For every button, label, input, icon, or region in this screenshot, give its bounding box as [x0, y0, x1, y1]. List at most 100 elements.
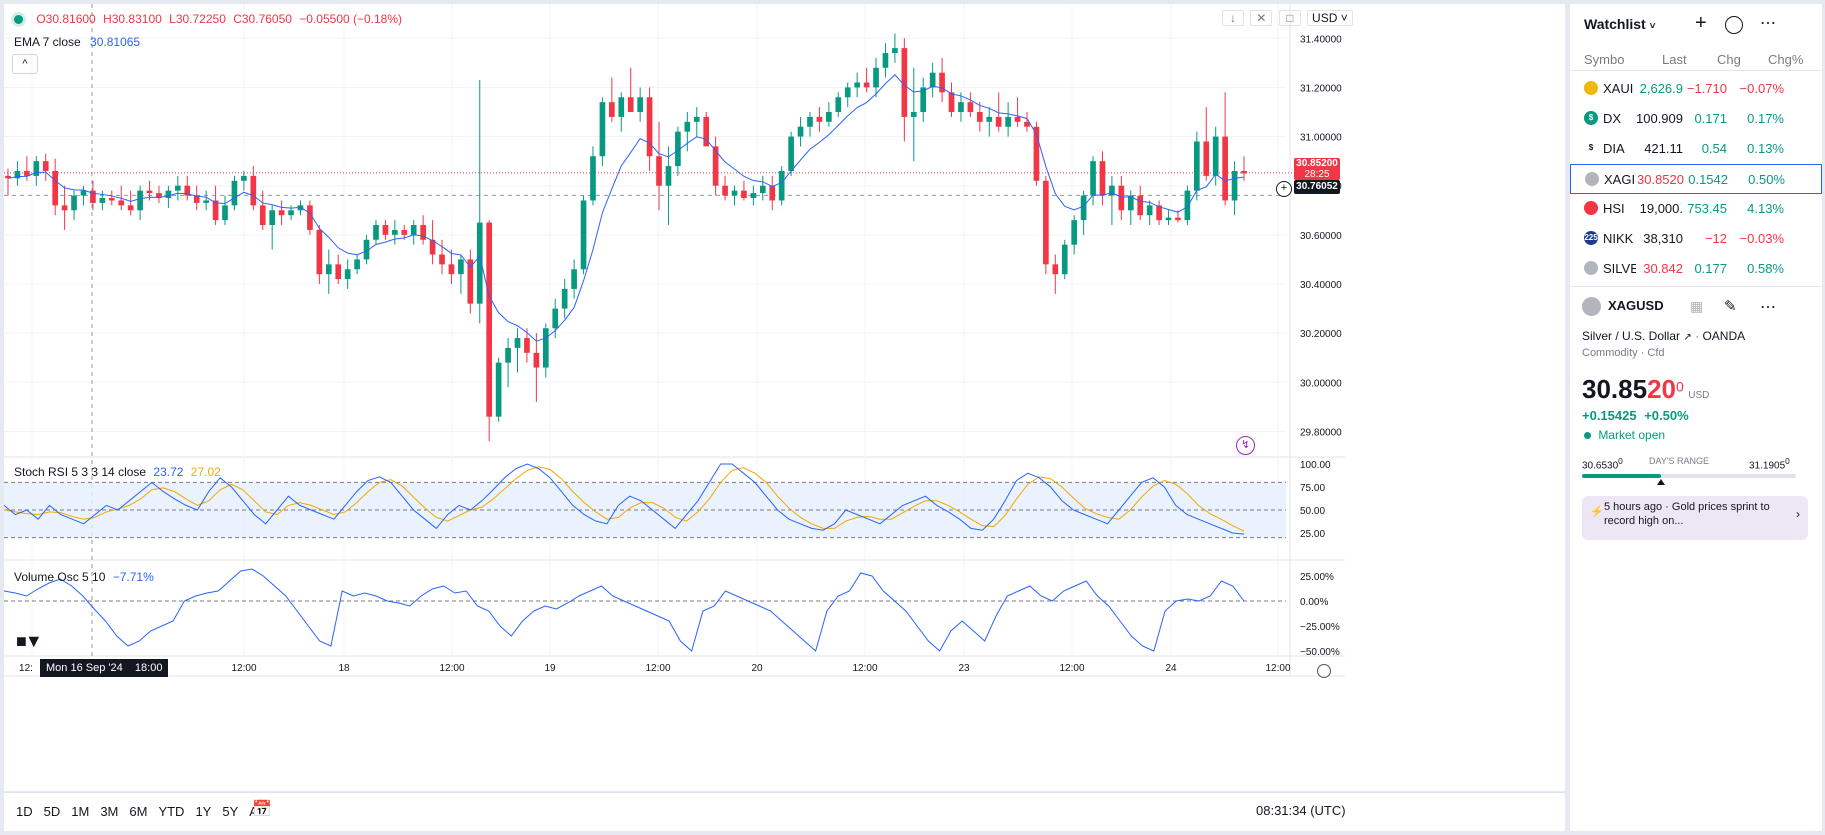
- price-tick-label: 31.00000: [1300, 133, 1342, 144]
- col-chgp[interactable]: Chg%: [1768, 52, 1804, 67]
- candle-body: [675, 131, 681, 167]
- tradingview-logo[interactable]: ■▼: [16, 631, 43, 651]
- legend-low: L30.72250: [169, 12, 226, 26]
- range-button-all[interactable]: All: [249, 804, 264, 819]
- price-tick-label: 31.40000: [1300, 34, 1342, 45]
- arrow-down-icon[interactable]: ↓: [1222, 10, 1244, 26]
- volume-osc-tick-label: 25.00%: [1300, 572, 1334, 583]
- candle-body: [259, 205, 266, 226]
- watchlist-row[interactable]: XAGI 30.8520 0.1542 0.50%: [1570, 164, 1822, 194]
- candle-body: [561, 288, 568, 309]
- watchlist-chgp: −0.07%: [1739, 81, 1784, 96]
- chart-canvas[interactable]: 31.4000031.2000031.0000030.8000030.60000…: [3, 4, 1565, 791]
- collapse-legend-button[interactable]: ^: [12, 54, 38, 74]
- watchlist-row[interactable]: XAUI 2,626.9 −1.710 −0.07%: [1570, 74, 1822, 104]
- lightning-icon[interactable]: ↯: [1236, 436, 1255, 455]
- candle-body: [910, 112, 917, 117]
- watchlist-row[interactable]: $ DIA 421.11 0.54 0.13%: [1570, 134, 1822, 164]
- candle-body: [1156, 205, 1162, 221]
- candle-body: [392, 229, 398, 235]
- candle-body: [741, 190, 747, 198]
- candle-body: [448, 264, 455, 275]
- candle-body: [99, 198, 106, 203]
- edit-icon[interactable]: ✎: [1724, 298, 1737, 315]
- range-button-5d[interactable]: 5D: [43, 804, 61, 819]
- details-desc[interactable]: Silver / U.S. Dollar: [1582, 329, 1681, 343]
- utc-clock[interactable]: 08:31:34 (UTC): [1256, 803, 1346, 818]
- status-dot-icon: [1584, 432, 1591, 439]
- watchlist-rows: XAUI 2,626.9 −1.710 −0.07% $ DX 100.909 0.171 0.…: [1570, 74, 1822, 289]
- watchlist-header: Symbo Last Chg Chg%: [1570, 52, 1822, 72]
- maximize-icon[interactable]: □: [1278, 10, 1301, 26]
- candle-body: [826, 112, 832, 122]
- candle-body: [420, 225, 426, 240]
- col-chg[interactable]: Chg: [1717, 52, 1741, 67]
- watchlist-chgp: 0.13%: [1747, 141, 1784, 156]
- watchlist-row[interactable]: 225 NIKK 38,310 −12 −0.03%: [1570, 224, 1822, 254]
- volume-osc-legend[interactable]: Volume Osc 5 10 −7.71%: [14, 570, 154, 584]
- ohlc-legend: O30.81600 H30.83100 L30.72250 C30.76050 …: [14, 12, 402, 26]
- candle-body: [703, 116, 710, 147]
- add-symbol-icon[interactable]: +: [1695, 12, 1707, 34]
- candle-body: [278, 210, 285, 216]
- collapse-icon[interactable]: ✕: [1250, 10, 1273, 26]
- candle-body: [1165, 217, 1172, 221]
- more-options-icon[interactable]: ⋯: [1760, 299, 1776, 316]
- stoch-d-line: [3, 466, 1245, 532]
- range-button-5y[interactable]: 5Y: [222, 804, 239, 819]
- watchlist-last: 19,000.: [1639, 201, 1683, 216]
- range-button-3m[interactable]: 3M: [100, 804, 119, 819]
- range-button-1m[interactable]: 1M: [71, 804, 90, 819]
- ema-legend[interactable]: EMA 7 close 30.81065: [14, 35, 140, 49]
- date-range-calendar-icon[interactable]: 📅: [252, 801, 272, 818]
- currency-select[interactable]: USD ˅: [1307, 10, 1353, 26]
- watchlist-symbol: XAGI: [1604, 172, 1636, 187]
- range-button-1y[interactable]: 1Y: [195, 804, 212, 819]
- candle-body: [797, 126, 804, 137]
- candle-body: [288, 210, 294, 216]
- watchlist-row[interactable]: HSI 19,000. 753.45 4.13%: [1570, 194, 1822, 224]
- details-description: Silver / U.S. Dollar ↗ · OANDA: [1582, 329, 1746, 343]
- details-type: Commodity · Cfd: [1582, 347, 1665, 359]
- col-last[interactable]: Last: [1662, 52, 1687, 67]
- external-link-icon[interactable]: ↗: [1683, 332, 1692, 343]
- settings-gear-icon[interactable]: [1317, 664, 1331, 678]
- market-status[interactable]: Market open: [1584, 428, 1665, 442]
- layout-icon[interactable]: ▦: [1690, 298, 1704, 314]
- more-options-icon[interactable]: ⋯: [1760, 15, 1777, 32]
- price-tick-label: 30.60000: [1300, 231, 1342, 242]
- stoch-legend[interactable]: Stoch RSI 5 3 3 14 close 23.72 27.02: [14, 465, 221, 479]
- candle-body: [976, 112, 983, 122]
- watchlist-row[interactable]: SILVE 30.842 0.177 0.58%: [1570, 254, 1822, 284]
- candle-body: [137, 190, 143, 211]
- watchlist-last: 30.842: [1643, 261, 1683, 276]
- candle-body: [835, 97, 842, 112]
- change-pct: +0.50%: [1644, 408, 1689, 423]
- watchlist-row[interactable]: $ DX 100.909 0.171 0.17%: [1570, 104, 1822, 134]
- legend-high: H30.83100: [103, 12, 162, 26]
- news-card[interactable]: ⚡ 5 hours ago · Gold prices sprint to re…: [1582, 496, 1808, 540]
- range-button-6m[interactable]: 6M: [129, 804, 148, 819]
- days-range: 30.65300 DAY'S RANGE 31.19050: [1582, 456, 1796, 471]
- candle-body: [892, 48, 898, 54]
- watchlist-title-button[interactable]: Watchlist ˅: [1584, 16, 1655, 32]
- candle-body: [816, 116, 823, 122]
- details-change: +0.15425 +0.50%: [1582, 408, 1689, 423]
- candle-body: [1118, 185, 1125, 211]
- chevron-up-icon: ^: [22, 58, 28, 70]
- candle-body: [410, 225, 417, 235]
- time-tick-label: 12:00: [1059, 663, 1084, 674]
- add-alert-icon[interactable]: +: [1276, 181, 1292, 197]
- chart-area[interactable]: 31.4000031.2000031.0000030.8000030.60000…: [3, 4, 1565, 791]
- range-button-ytd[interactable]: YTD: [158, 804, 185, 819]
- details-symbol[interactable]: XAGUSD: [1608, 298, 1664, 313]
- watchlist-last: 2,626.9: [1639, 81, 1683, 96]
- crosshair-price-tag: 30.76052: [1294, 180, 1340, 194]
- candle-body: [184, 185, 191, 196]
- range-button-1d[interactable]: 1D: [16, 804, 33, 819]
- col-symbol[interactable]: Symbo: [1584, 52, 1625, 67]
- candle-body: [1193, 141, 1200, 191]
- advanced-view-icon[interactable]: [1725, 16, 1743, 34]
- candle-body: [1005, 116, 1011, 127]
- details-broker[interactable]: OANDA: [1702, 329, 1746, 343]
